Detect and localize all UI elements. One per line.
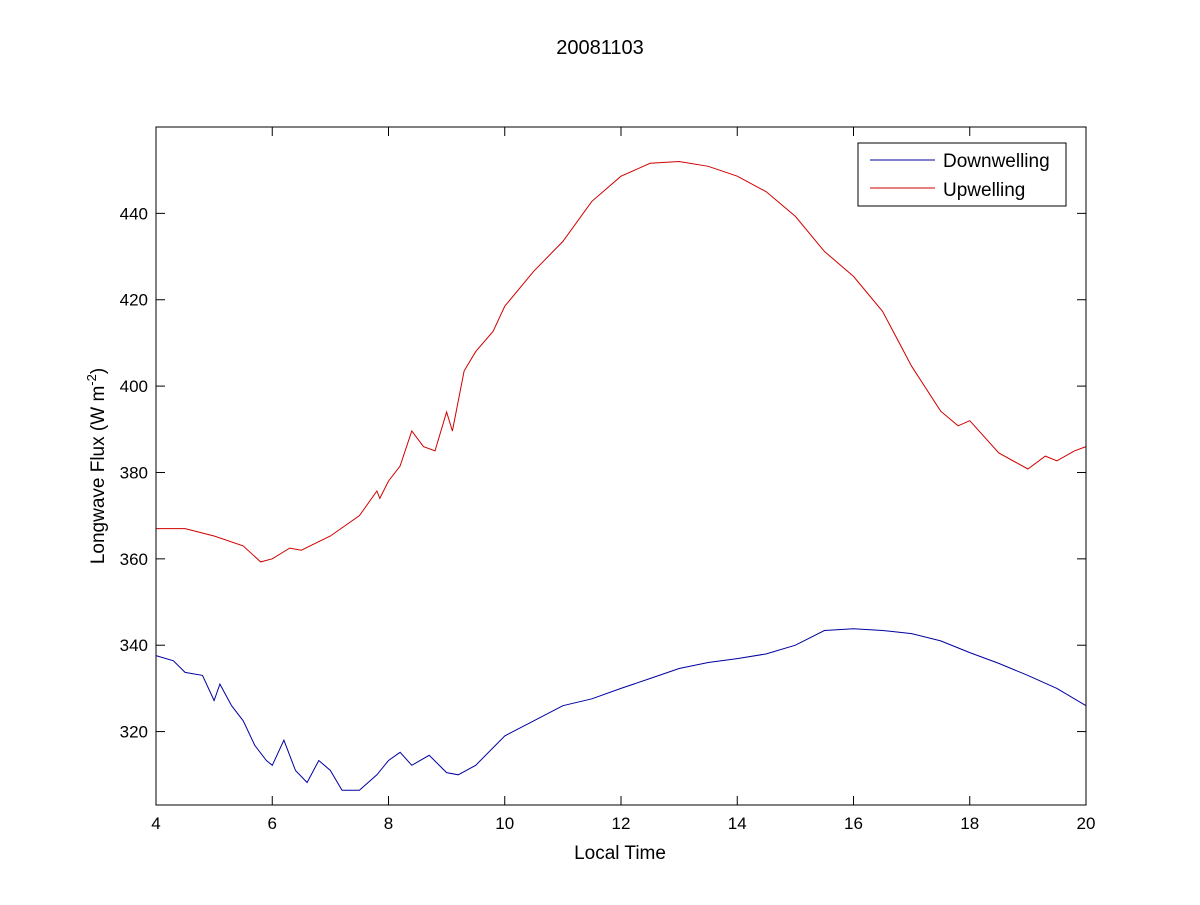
legend: Downwelling Upwelling	[857, 142, 1067, 207]
x-tick-label: 8	[384, 814, 393, 833]
plot-area-frame	[155, 126, 1087, 806]
y-tick-label: 360	[120, 550, 148, 569]
y-axis-label-end: )	[88, 368, 109, 374]
x-tick-label: 16	[844, 814, 863, 833]
legend-label-upwelling: Upwelling	[943, 180, 1025, 201]
series-line-downwelling	[155, 628, 1087, 791]
x-tick-label: 10	[495, 814, 514, 833]
y-tick-label: 400	[120, 377, 148, 396]
y-tick-label: 440	[120, 204, 148, 223]
x-tick-label: 20	[1077, 814, 1096, 833]
legend-label-downwelling: Downwelling	[943, 151, 1050, 172]
y-axis-label-main: Longwave Flux (W m	[88, 386, 109, 564]
y-axis-label: Longwave Flux (W m-2)	[84, 368, 109, 564]
x-tick-label: 12	[612, 814, 631, 833]
y-tick-label: 340	[120, 636, 148, 655]
y-tick-label: 420	[120, 291, 148, 310]
x-tick-label: 18	[960, 814, 979, 833]
axis-ticks: 4 6 8 10 12 14 16 18 20 320 340 360 380 400 420 440	[120, 127, 1096, 833]
series-line-upwelling	[156, 160, 1087, 563]
x-tick-label: 14	[728, 814, 747, 833]
y-tick-label: 380	[120, 463, 148, 482]
x-tick-label: 4	[151, 814, 160, 833]
x-tick-label: 6	[268, 814, 277, 833]
x-axis-label: Local Time	[574, 843, 666, 864]
chart-title: 20081103	[556, 37, 644, 59]
y-tick-label: 320	[120, 723, 148, 742]
legend-box	[857, 142, 1067, 207]
series-lines	[155, 160, 1087, 791]
y-axis-label-sup: -2	[84, 374, 99, 386]
